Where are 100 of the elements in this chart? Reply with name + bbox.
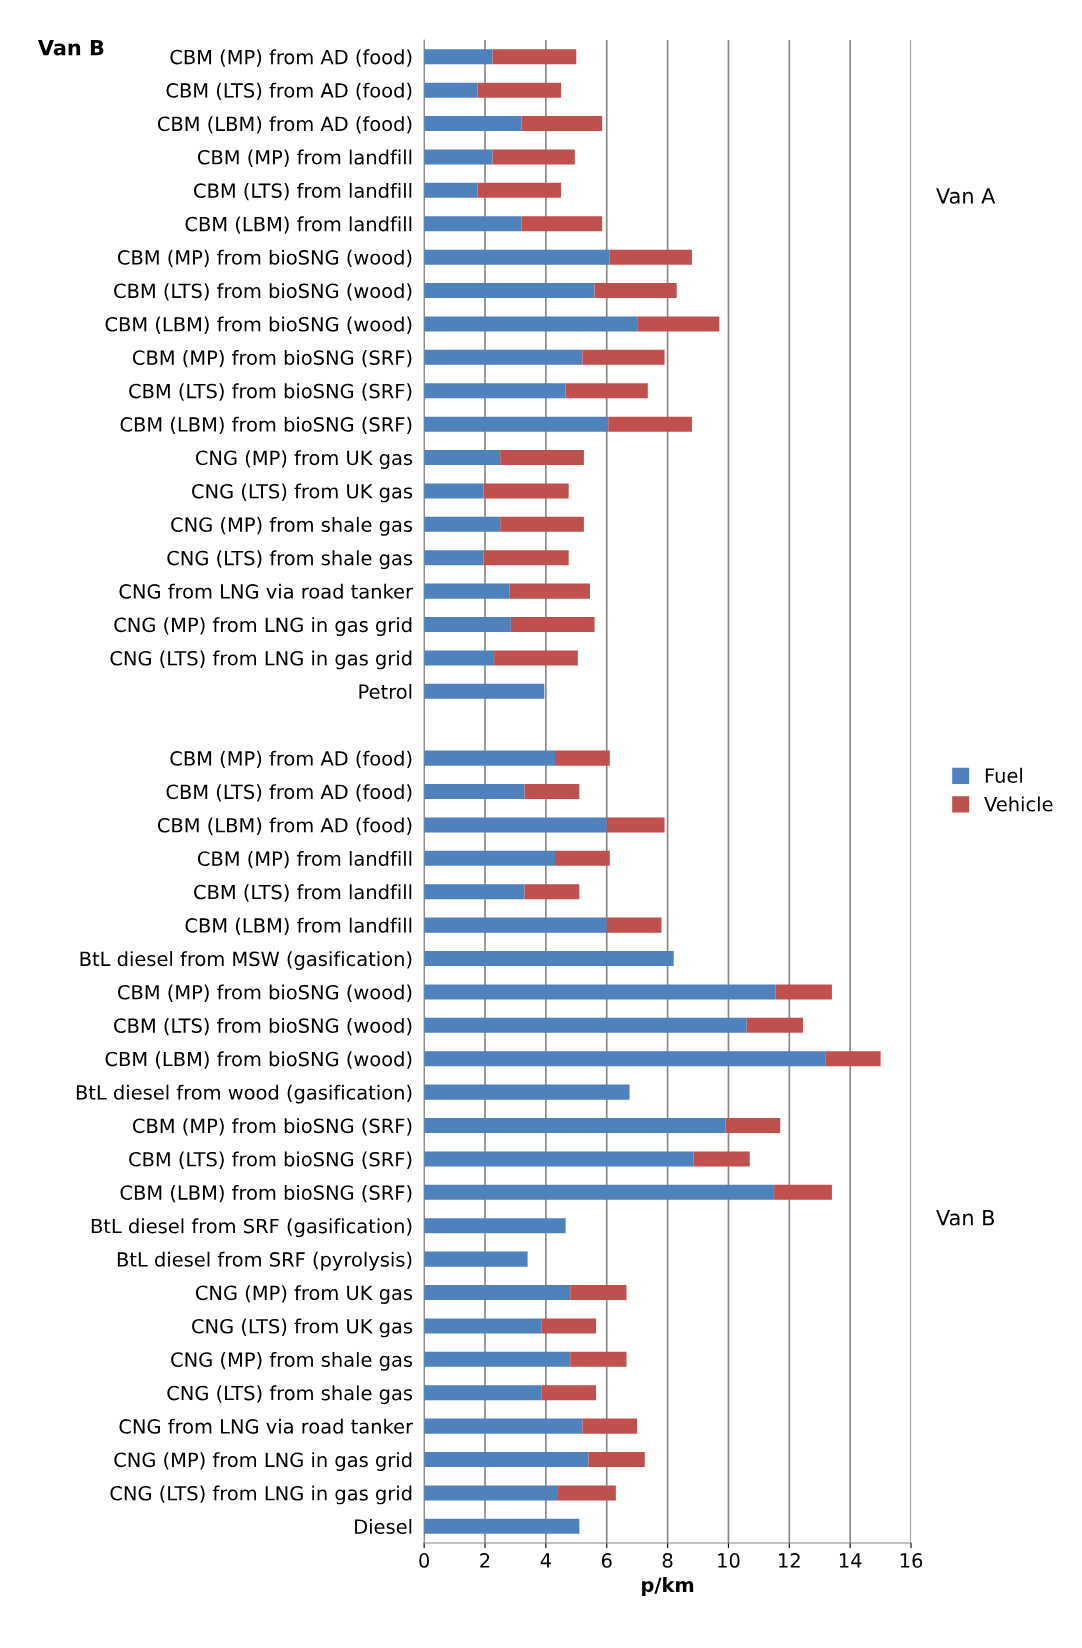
- bar: [477, 82, 562, 98]
- y-tick-label: CNG (MP) from UK gas: [195, 1285, 413, 1304]
- bar: [483, 483, 569, 499]
- bar: [424, 216, 522, 232]
- bar: [424, 1184, 775, 1200]
- bar: [424, 483, 484, 499]
- y-tick-label: CBM (LBM) from bioSNG (SRF): [120, 1184, 412, 1203]
- y-tick-label: Diesel: [355, 1518, 412, 1534]
- bar: [500, 516, 584, 532]
- y-tick-label: CNG (MP) from shale gas: [171, 1351, 413, 1371]
- bar: [424, 1518, 580, 1534]
- y-tick-label: CBM (LTS) from bioSNG (wood): [114, 283, 412, 301]
- y-tick-label: BtL diesel from SRF (pyrolysis): [117, 1251, 412, 1271]
- y-tick-label: CBM (MP) from AD (food): [170, 750, 412, 769]
- bar: [492, 49, 577, 65]
- y-tick-label: CBM (LBM) from bioSNG (wood): [105, 316, 412, 334]
- y-tick-label: CNG (MP) from shale gas: [171, 516, 413, 536]
- bar: [424, 1285, 571, 1301]
- bar: [424, 1485, 559, 1501]
- bar: [424, 1218, 566, 1234]
- y-tick-label: CBM (LTS) from landfill: [194, 884, 412, 902]
- text: Van A: [936, 188, 996, 204]
- y-tick-label: CNG (MP) from UK gas: [195, 450, 413, 469]
- y-tick-label: CNG (MP) from LNG in gas grid: [114, 617, 412, 636]
- bar: [424, 951, 674, 967]
- bar: [555, 850, 610, 866]
- bar: [424, 116, 522, 132]
- bar: [558, 1485, 616, 1501]
- text: Van B: [936, 1210, 994, 1226]
- bar: [424, 349, 583, 365]
- bar: [424, 750, 555, 766]
- bar: [424, 984, 776, 1000]
- y-tick-label: CBM (MP) from landfill: [197, 850, 412, 869]
- y-tick-label: CBM (LBM) from bioSNG (wood): [105, 1051, 412, 1069]
- y-tick-label: CNG from LNG via road tanker: [119, 583, 414, 599]
- bar: [424, 182, 478, 198]
- y-tick-label: CBM (MP) from bioSNG (wood): [117, 984, 412, 1002]
- y-tick-label: CBM (MP) from bioSNG (SRF): [132, 1118, 412, 1136]
- y-tick-label: CNG (LTS) from LNG in gas grid: [110, 1485, 412, 1505]
- bar: [746, 1017, 804, 1033]
- bar: [424, 850, 555, 866]
- bar: [775, 984, 832, 1000]
- y-tick-label: CBM (LTS) from bioSNG (SRF): [129, 1151, 412, 1169]
- x-tick-label: 4: [540, 1553, 551, 1568]
- legend-label: Fuel: [985, 767, 1022, 783]
- bar: [424, 1151, 694, 1167]
- bar: [582, 1418, 638, 1434]
- x-tick-label: 0: [419, 1553, 430, 1568]
- y-tick-label: CBM (LTS) from bioSNG (SRF): [129, 383, 412, 401]
- bar: [483, 550, 569, 566]
- y-tick-label: CNG (LTS) from shale gas: [167, 550, 413, 570]
- x-tick-label: 8: [662, 1553, 673, 1568]
- bar: [424, 884, 525, 900]
- bar: [693, 1151, 750, 1167]
- x-tick-label: 14: [839, 1553, 862, 1568]
- bar: [424, 1051, 826, 1067]
- bar: [725, 1118, 781, 1134]
- bar: [424, 149, 493, 165]
- x-tick-label: 10: [718, 1553, 740, 1568]
- bar: [424, 650, 495, 666]
- bar: [424, 1418, 583, 1434]
- y-tick-label: CBM (LTS) from landfill: [194, 182, 412, 201]
- x-tick-label: 2: [480, 1553, 490, 1568]
- bar: [570, 1351, 627, 1367]
- bar: [637, 316, 720, 332]
- x-axis-title: p/km: [642, 1577, 694, 1596]
- bar: [424, 1351, 571, 1367]
- bar: [825, 1051, 881, 1067]
- bar: [424, 683, 545, 699]
- bar: [424, 1318, 542, 1334]
- bar: [509, 583, 590, 599]
- y-tick-label: CBM (MP) from landfill: [197, 149, 412, 167]
- bar: [541, 1318, 597, 1334]
- bar: [424, 249, 610, 265]
- bar: [424, 817, 607, 833]
- bar: [424, 1017, 747, 1033]
- y-tick-label: BtL diesel from wood (gasification): [76, 1084, 412, 1104]
- y-tick-label: CBM (MP) from bioSNG (SRF): [132, 349, 412, 368]
- x-tick-label: 16: [900, 1553, 923, 1568]
- y-tick-label: CBM (LTS) from AD (food): [166, 784, 412, 802]
- bar: [424, 82, 478, 98]
- bar: [424, 383, 566, 399]
- y-tick-label: CNG (LTS) from UK gas: [192, 483, 413, 503]
- bar: [424, 550, 484, 566]
- y-tick-label: CBM (LBM) from AD (food): [157, 116, 412, 134]
- bar: [555, 750, 610, 766]
- bar: [774, 1184, 832, 1200]
- y-tick-label: CBM (MP) from bioSNG (wood): [117, 249, 412, 268]
- bar: [609, 249, 692, 265]
- x-tick-label: 6: [601, 1553, 612, 1568]
- y-tick-label: CNG (LTS) from shale gas: [167, 1385, 413, 1405]
- bar: [492, 149, 575, 165]
- y-tick-label: BtL diesel from MSW (gasification): [80, 951, 412, 970]
- bar: [565, 383, 648, 399]
- y-tick-label: CBM (LBM) from bioSNG (SRF): [120, 416, 412, 435]
- bar: [521, 116, 603, 132]
- bar: [424, 316, 638, 332]
- y-tick-label: CNG (LTS) from UK gas: [192, 1318, 413, 1338]
- text: Van B: [37, 40, 104, 56]
- y-tick-label: CBM (LBM) from AD (food): [157, 817, 412, 835]
